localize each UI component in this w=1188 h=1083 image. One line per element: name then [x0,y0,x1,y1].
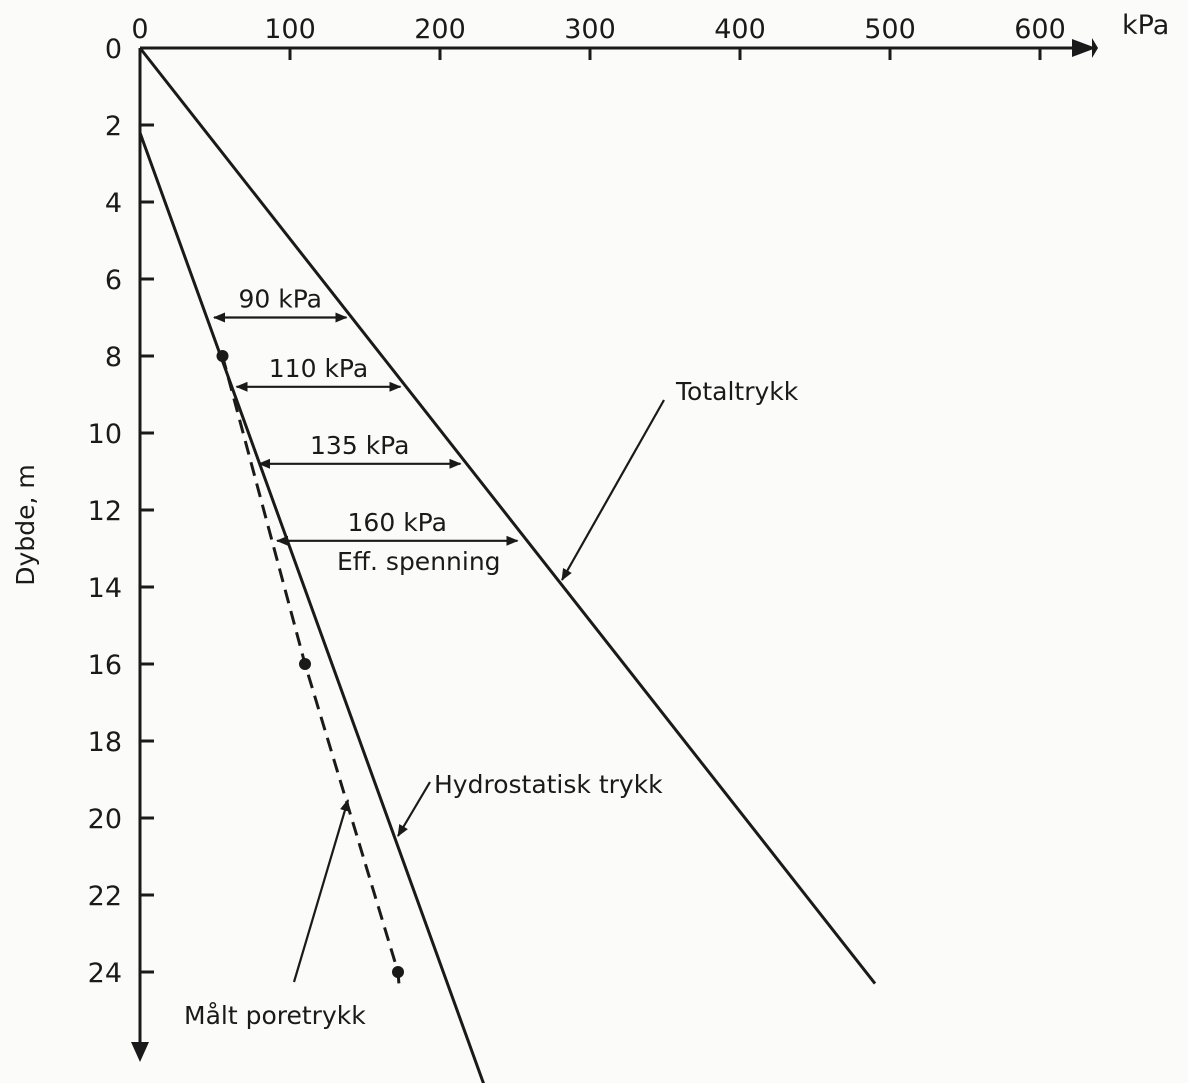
y-axis-label: Dybde, m [11,464,40,585]
y-tick-label: 4 [105,188,122,219]
axes [131,38,1098,1062]
y-tick-label: 6 [105,265,122,296]
y-tick-label: 10 [88,419,122,450]
y-tick-label: 24 [88,958,122,989]
y-tick-label: 12 [88,496,122,527]
y-tick-label: 20 [88,804,122,835]
series-totaltrykk-line [138,47,877,985]
data-point [216,350,229,362]
y-tick-label: 0 [105,34,122,65]
x-unit-label: kPa [1122,10,1169,41]
x-tick-label: 400 [714,14,766,45]
x-tick-label: 200 [414,14,466,45]
x-tick-label: 300 [564,14,616,45]
y-tick-label: 18 [88,727,122,758]
series-m-lt-poretrykk-line [221,355,401,992]
series-layer [138,47,877,1083]
y-tick-label: 22 [88,881,122,912]
effective-stress-label: 160 kPa [348,508,447,537]
x-tick-label: 600 [1014,14,1066,45]
y-tick-label: 8 [105,342,122,373]
label-totaltrykk: Totaltrykk [675,377,799,406]
series-hydrostatisk-trykk-line [138,132,485,1083]
x-tick-label: 500 [864,14,916,45]
x-tick-label: 0 [131,14,148,45]
leader-malt-poretrykk [292,799,350,983]
effective-stress-label: 110 kPa [269,354,368,383]
y-tick-label: 2 [105,111,122,142]
label-malt-poretrykk: Målt poretrykk [184,1001,366,1030]
leader-hydrostatisk-trykk [397,781,431,837]
data-point [299,658,311,670]
data-point [392,966,404,978]
y-axis-arrowhead [131,1042,149,1062]
x-axis-arrowhead [1072,39,1096,57]
effective-stress-label: 90 kPa [238,285,322,314]
annotations: 90 kPa 110 kPa 135 kPa 160 kPa [213,285,665,983]
x-tick-label: 100 [264,14,316,45]
label-eff-spenning: Eff. spenning [337,547,501,576]
y-tick-label: 16 [88,650,122,681]
leader-totaltrykk [561,399,665,581]
label-hydrostatisk-trykk: Hydrostatisk trykk [434,770,663,799]
effective-stress-label: 135 kPa [310,431,409,460]
y-tick-label: 14 [88,573,122,604]
